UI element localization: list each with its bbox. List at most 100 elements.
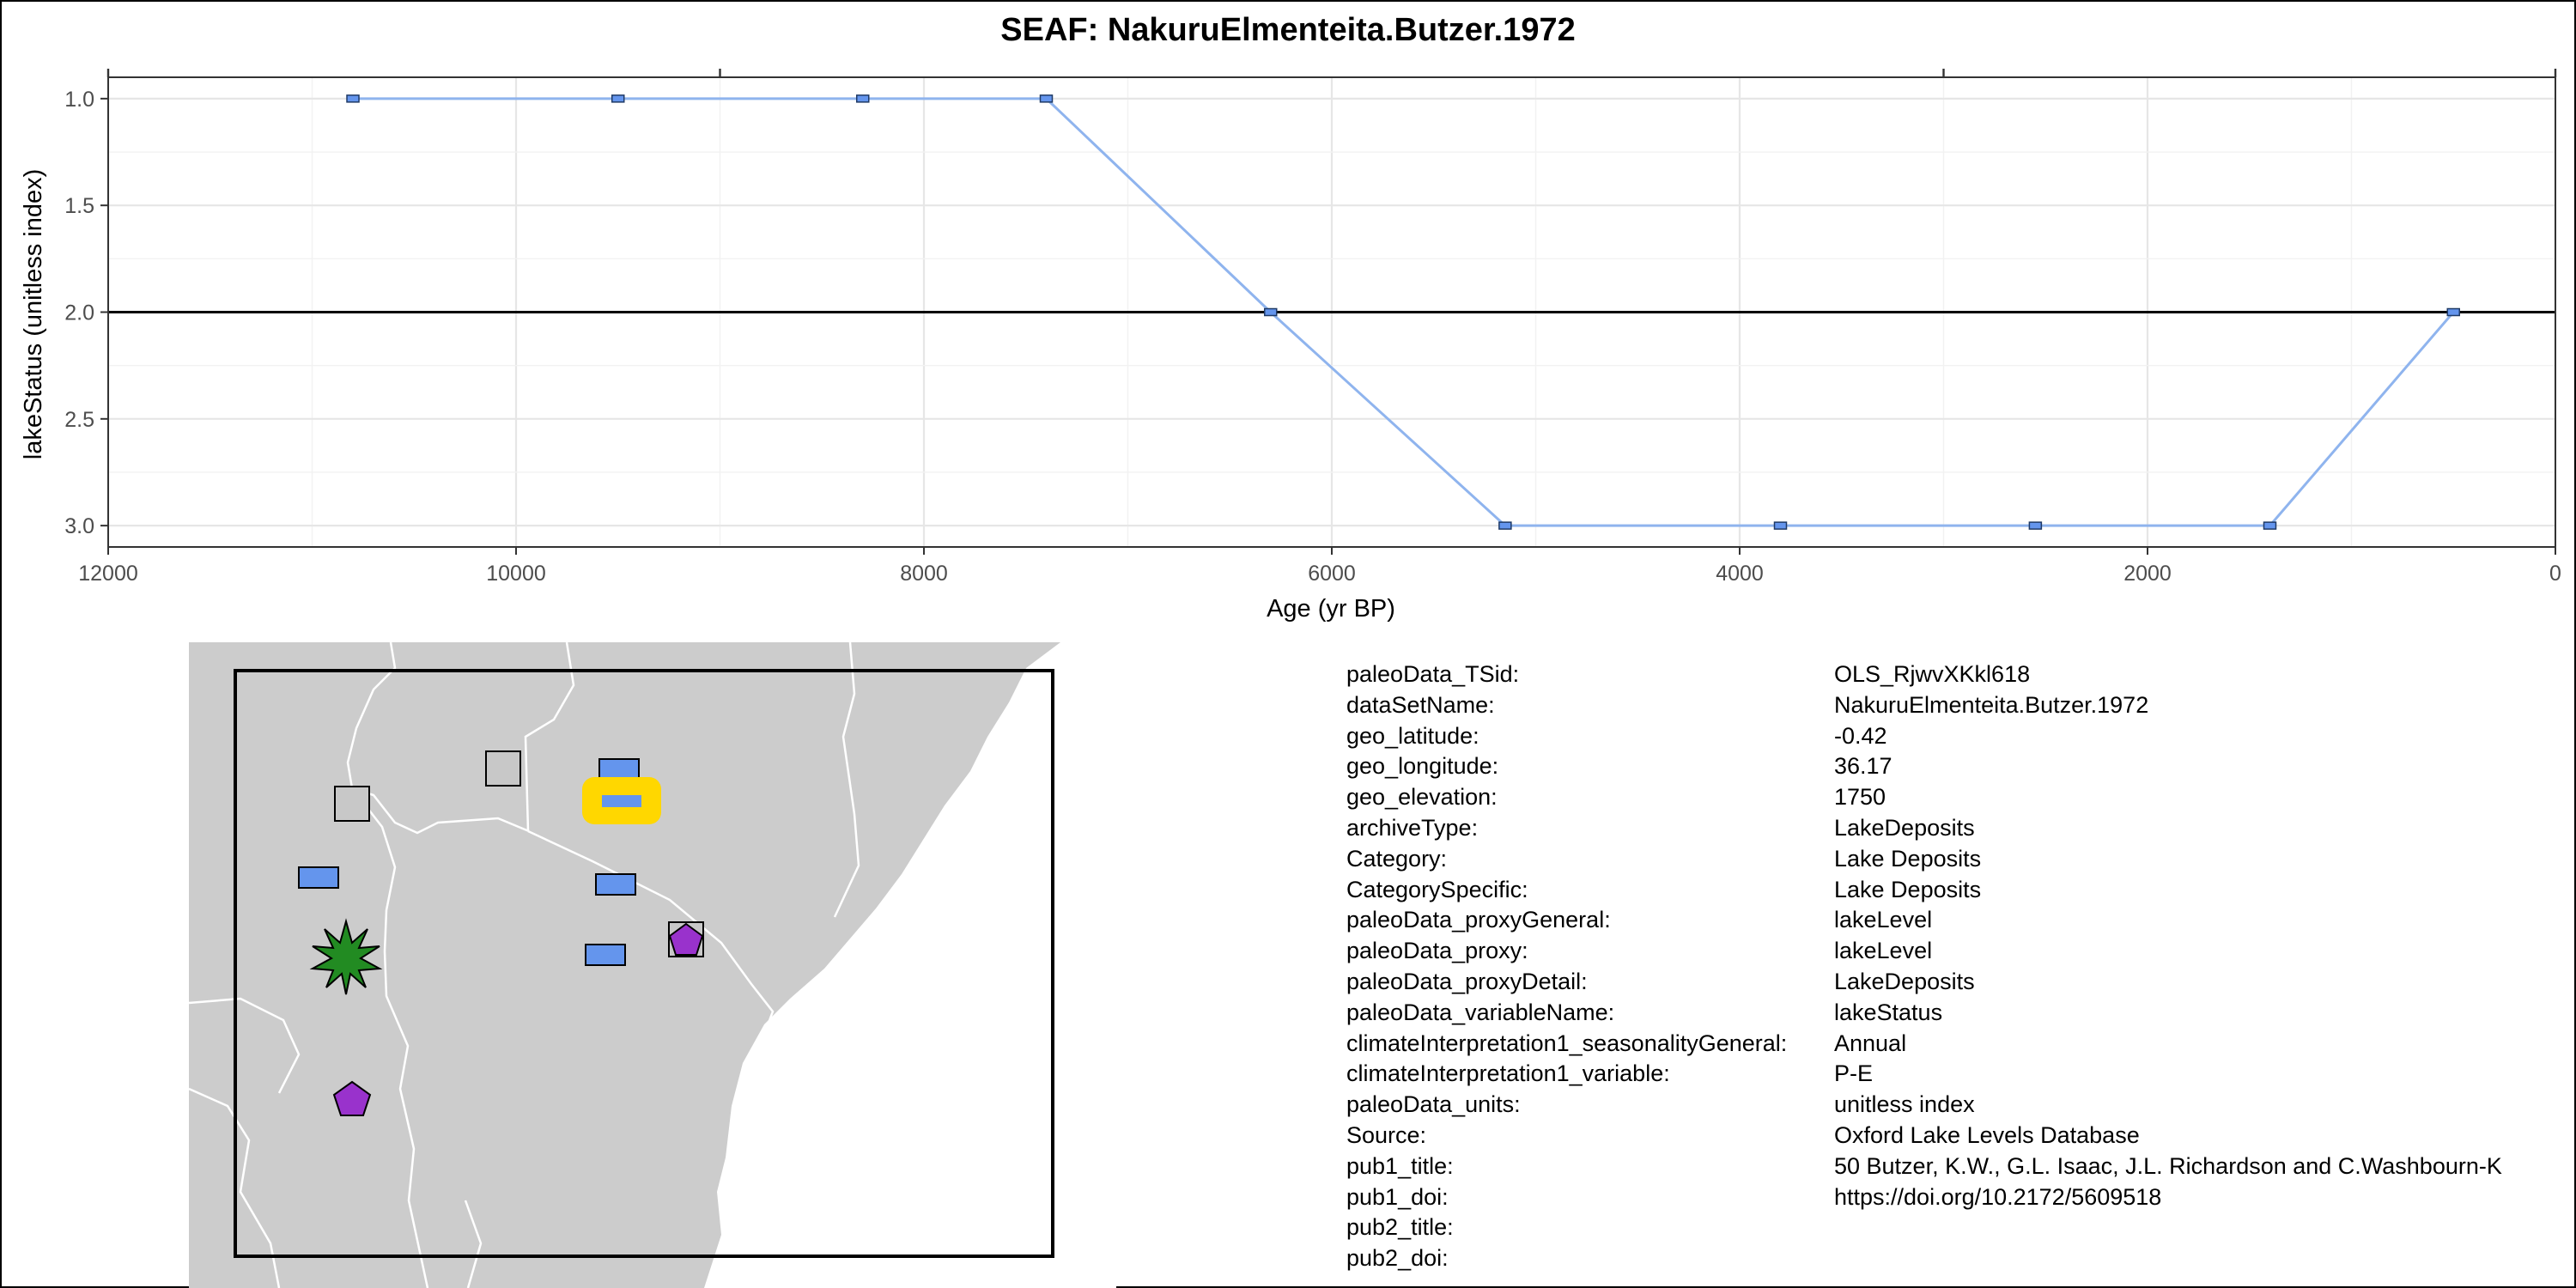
metadata-value: -0.42 [1834, 722, 1887, 749]
metadata-value: lakeLevel [1834, 907, 1933, 933]
site-marker-square [334, 786, 370, 822]
site-marker-pentagon [668, 922, 704, 956]
metadata-key: climateInterpretation1_variable: [1346, 1060, 1670, 1087]
metadata-key: paleoData_variableName: [1346, 999, 1615, 1025]
timeseries-plot: 12000 10000 8000 6000 4000 2000 0 1.0 1.5 2.0 2.5 3… [20, 69, 2561, 623]
metadata-row: geo_latitude: -0.42 [1346, 721, 2576, 752]
metadata-value: P-E [1834, 1060, 1874, 1087]
site-marker-square [485, 750, 521, 787]
site-marker-rect [598, 758, 640, 781]
metadata-row: pub1_title: 50 Butzer, K.W., G.L. Isaac, … [1346, 1151, 2576, 1182]
data-point [1498, 521, 1512, 530]
metadata-value: Annual [1834, 1030, 1907, 1056]
y-axis-label: lakeStatus (unitless index) [20, 169, 47, 460]
x-tick-label: 12000 [78, 562, 138, 586]
x-tick-label: 6000 [1308, 562, 1356, 586]
chart-title: SEAF: NakuruElmenteita.Butzer.1972 [1000, 12, 1576, 48]
site-marker-rect [298, 866, 339, 889]
y-tick-label: 3.0 [64, 514, 94, 538]
metadata-key: paleoData_units: [1346, 1091, 1521, 1118]
metadata-key: CategorySpecific: [1346, 876, 1528, 902]
metadata-row: paleoData_variableName: lakeStatus [1346, 998, 2576, 1029]
x-tick-label: 0 [2549, 562, 2561, 586]
metadata-row: geo_elevation: 1750 [1346, 782, 2576, 813]
metadata-row: paleoData_proxyGeneral: lakeLevel [1346, 905, 2576, 936]
metadata-row: paleoData_proxy: lakeLevel [1346, 936, 2576, 967]
site-map [189, 642, 1116, 1288]
series-group [346, 94, 2460, 530]
y-tick-label: 1.5 [64, 194, 94, 218]
x-tick-label: 2000 [2123, 562, 2172, 586]
metadata-row: climateInterpretation1_variable: P-E [1346, 1059, 2576, 1090]
metadata-row: pub1_doi: https://doi.org/10.2172/5609518 [1346, 1182, 2576, 1213]
metadata-value: 1750 [1834, 784, 1886, 811]
data-point [2263, 521, 2277, 530]
x-tick-label: 10000 [486, 562, 546, 586]
metadata-key: paleoData_TSid: [1346, 661, 1520, 687]
metadata-value: lakeLevel [1834, 938, 1933, 964]
metadata-key: dataSetName: [1346, 691, 1495, 718]
site-marker-star [309, 918, 383, 995]
metadata-row: pub2_title: [1346, 1212, 2576, 1243]
metadata-value: LakeDeposits [1834, 814, 1975, 841]
metadata-row: archiveType: LakeDeposits [1346, 813, 2576, 844]
map-frame [234, 669, 1054, 1258]
metadata-row: paleoData_TSid: OLS_RjwvXKkl618 [1346, 659, 2576, 690]
metadata-value: OLS_RjwvXKkl618 [1834, 661, 2031, 687]
site-marker-pentagon [332, 1080, 372, 1116]
metadata-value: 50 Butzer, K.W., G.L. Isaac, J.L. Richar… [1834, 1152, 2502, 1179]
metadata-key: pub2_title: [1346, 1214, 1454, 1241]
x-tick-label: 8000 [900, 562, 948, 586]
metadata-key: archiveType: [1346, 814, 1479, 841]
data-point [346, 94, 360, 103]
metadata-key: paleoData_proxyGeneral: [1346, 907, 1611, 933]
x-axis-label: Age (yr BP) [1267, 595, 1395, 623]
data-point [611, 94, 625, 103]
metadata-key: paleoData_proxyDetail: [1346, 968, 1588, 994]
data-point [1039, 94, 1054, 103]
metadata-row: pub2_doi: [1346, 1243, 2576, 1274]
metadata-value: Lake Deposits [1834, 876, 1982, 902]
metadata-value: Oxford Lake Levels Database [1834, 1121, 2140, 1148]
metadata-value: NakuruElmenteita.Butzer.1972 [1834, 691, 2149, 718]
metadata-key: Category: [1346, 845, 1448, 872]
data-point [1264, 307, 1278, 317]
metadata-key: Source: [1346, 1121, 1427, 1148]
data-point [856, 94, 870, 103]
metadata-key: geo_latitude: [1346, 722, 1479, 749]
metadata-row: geo_longitude: 36.17 [1346, 751, 2576, 782]
series-line [353, 97, 2455, 527]
y-tick-label: 2.5 [64, 408, 94, 432]
metadata-key: pub2_doi: [1346, 1245, 1449, 1272]
y-tick-label: 1.0 [64, 88, 94, 112]
metadata-value: lakeStatus [1834, 999, 1943, 1025]
site-marker-rect [585, 944, 626, 966]
metadata-key: geo_longitude: [1346, 753, 1499, 780]
highlight-marker [602, 795, 641, 807]
plot-axes: 12000 10000 8000 6000 4000 2000 0 1.0 1.5 2.0 2.5 3… [64, 69, 2561, 586]
metadata-row: CategorySpecific: Lake Deposits [1346, 875, 2576, 906]
metadata-row: climateInterpretation1_seasonalityGenera… [1346, 1029, 2576, 1060]
metadata-key: climateInterpretation1_seasonalityGenera… [1346, 1030, 1788, 1056]
metadata-value: 36.17 [1834, 753, 1893, 780]
site-marker-rect [595, 873, 636, 896]
data-point [1773, 521, 1788, 530]
x-tick-label: 4000 [1716, 562, 1764, 586]
y-tick-label: 2.0 [64, 301, 94, 325]
metadata-key: pub1_doi: [1346, 1183, 1449, 1210]
metadata-key: pub1_title: [1346, 1152, 1454, 1179]
metadata-value: https://doi.org/10.2172/5609518 [1834, 1183, 2162, 1210]
metadata-value: LakeDeposits [1834, 968, 1975, 994]
metadata-row: paleoData_proxyDetail: LakeDeposits [1346, 967, 2576, 998]
metadata-row: dataSetName: NakuruElmenteita.Butzer.1972 [1346, 690, 2576, 721]
metadata-value: Lake Deposits [1834, 845, 1982, 872]
data-point [2446, 307, 2460, 317]
site-markers [298, 750, 704, 1116]
metadata-row: paleoData_units: unitless index [1346, 1090, 2576, 1121]
metadata-row: Source: Oxford Lake Levels Database [1346, 1121, 2576, 1151]
metadata-row: Category: Lake Deposits [1346, 844, 2576, 875]
metadata-table: paleoData_TSid: OLS_RjwvXKkl618 dataSetNam… [1346, 659, 2576, 1288]
metadata-value: unitless index [1834, 1091, 1975, 1118]
metadata-key: paleoData_proxy: [1346, 938, 1528, 964]
